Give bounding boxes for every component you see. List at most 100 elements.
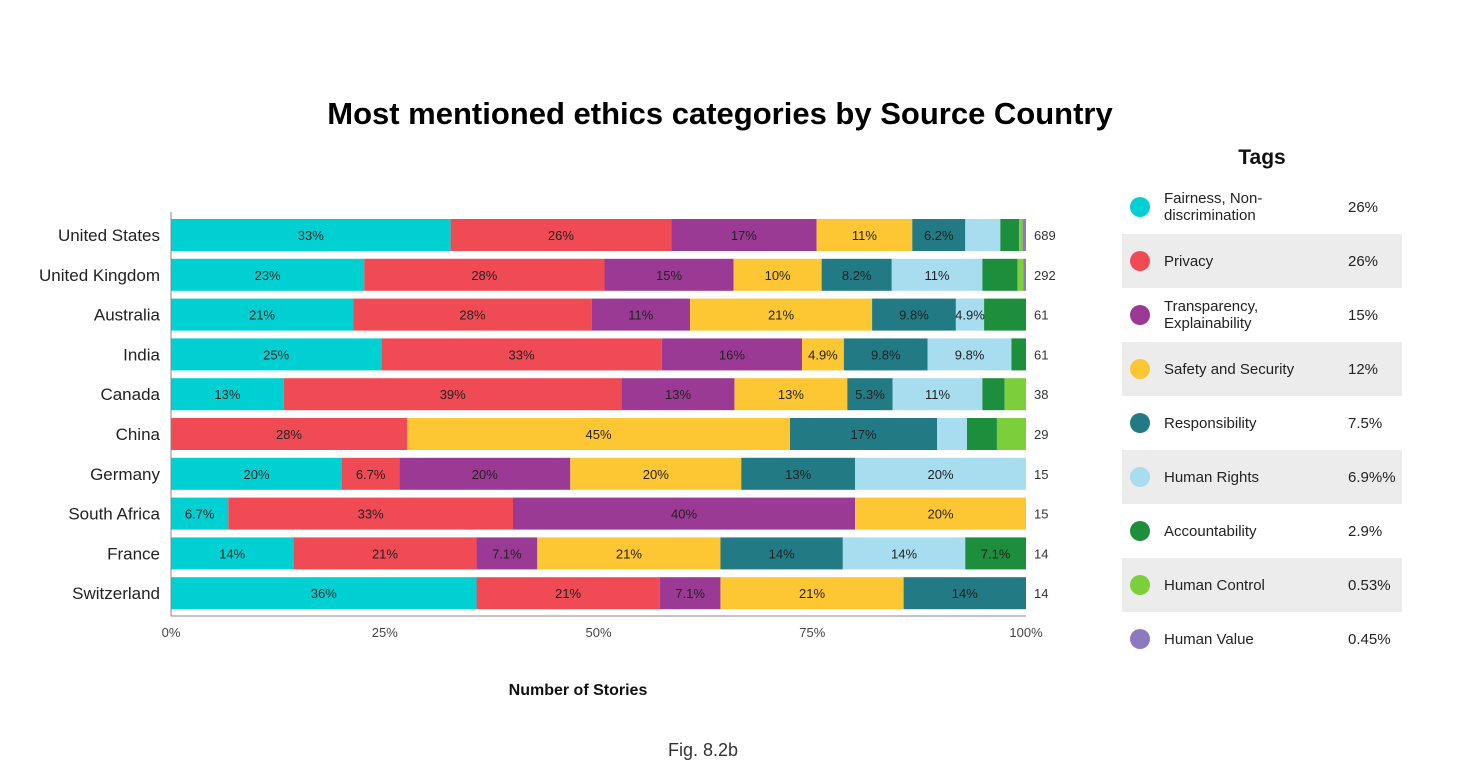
bar-segment — [1004, 378, 1026, 411]
legend-item: Human Control 0.53% — [1122, 558, 1402, 612]
bar-segment — [996, 418, 1026, 450]
bar-segment — [741, 457, 855, 490]
category-label: Australia — [94, 306, 161, 325]
data-label: 33% — [358, 507, 384, 522]
data-label: 20% — [472, 467, 498, 482]
data-label: 45% — [585, 427, 611, 442]
x-tick-label: 100% — [1009, 625, 1043, 640]
bar-segment — [171, 457, 342, 490]
bar-segment — [790, 418, 938, 450]
legend-swatch — [1130, 305, 1150, 325]
bar-segment — [171, 298, 354, 331]
bar-segment — [937, 418, 968, 450]
legend-item: Fairness, Non-discrimination 26% — [1122, 180, 1402, 234]
legend-item: Accountability 2.9% — [1122, 504, 1402, 558]
bar-segment — [171, 497, 229, 530]
bar-segment — [982, 258, 1018, 291]
bar-segment — [476, 537, 538, 570]
data-label: 8.2% — [842, 268, 872, 283]
bar-segment — [570, 457, 742, 490]
legend-item: Transparency, Explainability 15% — [1122, 288, 1402, 342]
data-label: 21% — [372, 546, 398, 561]
bar-segment — [903, 577, 1026, 610]
bar-segment — [171, 338, 382, 371]
legend-title: Tags — [1238, 146, 1286, 169]
x-tick-label: 25% — [372, 625, 398, 640]
bar-segment — [892, 378, 983, 411]
legend-label: Human Rights — [1164, 468, 1260, 486]
category-label: India — [123, 345, 160, 364]
bar-segment — [671, 219, 817, 251]
data-label: 20% — [927, 507, 953, 522]
legend-swatch — [1130, 629, 1150, 649]
data-label: 28% — [471, 268, 497, 283]
total-label: 38 — [1034, 387, 1048, 402]
bar-segment — [1017, 258, 1024, 291]
total-label: 14 — [1034, 546, 1048, 561]
legend-item: Safety and Security 12% — [1122, 342, 1402, 396]
legend-percent: 12% — [1348, 360, 1379, 378]
data-label: 20% — [927, 467, 953, 482]
data-label: 7.1% — [492, 546, 522, 561]
bar-segment — [955, 298, 985, 331]
bar-segment — [591, 298, 690, 331]
bar-segment — [965, 537, 1026, 570]
data-label: 21% — [768, 308, 794, 323]
bar-segment — [982, 378, 1005, 411]
bar-segment — [399, 457, 571, 490]
data-label: 20% — [643, 467, 669, 482]
bar-segment — [891, 258, 983, 291]
x-tick-label: 0% — [162, 625, 181, 640]
data-label: 26% — [548, 228, 574, 243]
data-label: 16% — [719, 347, 745, 362]
bar-segment — [816, 219, 913, 251]
total-label: 15 — [1034, 467, 1048, 482]
bar-segment — [621, 378, 735, 411]
data-label: 28% — [459, 308, 485, 323]
data-label: 21% — [799, 586, 825, 601]
data-label: 4.9% — [808, 347, 838, 362]
category-label: Canada — [100, 385, 160, 404]
bar-segment — [381, 338, 662, 371]
bar-segment — [927, 338, 1012, 371]
data-label: 25% — [263, 347, 289, 362]
data-label: 10% — [765, 268, 791, 283]
data-label: 21% — [249, 308, 275, 323]
legend-swatch — [1130, 521, 1150, 541]
bar-segment — [171, 537, 294, 570]
data-label: 15% — [656, 268, 682, 283]
chart-title: Most mentioned ethics categories by Sour… — [327, 96, 1113, 131]
data-label: 17% — [731, 228, 757, 243]
bar-segment — [733, 258, 822, 291]
data-label: 14% — [769, 546, 795, 561]
data-label: 9.8% — [871, 347, 901, 362]
bar-segment — [171, 219, 451, 251]
data-label: 5.3% — [855, 387, 885, 402]
legend-swatch — [1130, 251, 1150, 271]
data-label: 7.1% — [981, 546, 1011, 561]
legend-label: Transparency, Explainability — [1164, 298, 1259, 332]
data-label: 40% — [671, 507, 697, 522]
total-label: 689 — [1034, 228, 1056, 243]
data-label: 11% — [925, 387, 950, 402]
bar-segment — [720, 537, 843, 570]
bar-segment — [1022, 219, 1026, 251]
bar-segment — [661, 338, 802, 371]
data-label: 21% — [555, 586, 581, 601]
bar-segment — [537, 537, 721, 570]
data-label: 13% — [778, 387, 804, 402]
bar-segment — [406, 418, 791, 450]
bar-segment — [171, 577, 477, 610]
bar-segment — [965, 219, 1001, 251]
data-label: 21% — [616, 546, 642, 561]
total-label: 292 — [1034, 268, 1056, 283]
data-label: 6.7% — [356, 467, 386, 482]
total-label: 15 — [1034, 507, 1048, 522]
category-label: China — [116, 425, 161, 444]
data-label: 28% — [276, 427, 302, 442]
legend-percent: 7.5% — [1348, 414, 1383, 432]
legend-percent: 26% — [1348, 252, 1379, 270]
bar-segment — [1023, 258, 1026, 291]
bar-segment — [283, 378, 622, 411]
legend-label: Responsibility — [1164, 414, 1257, 432]
